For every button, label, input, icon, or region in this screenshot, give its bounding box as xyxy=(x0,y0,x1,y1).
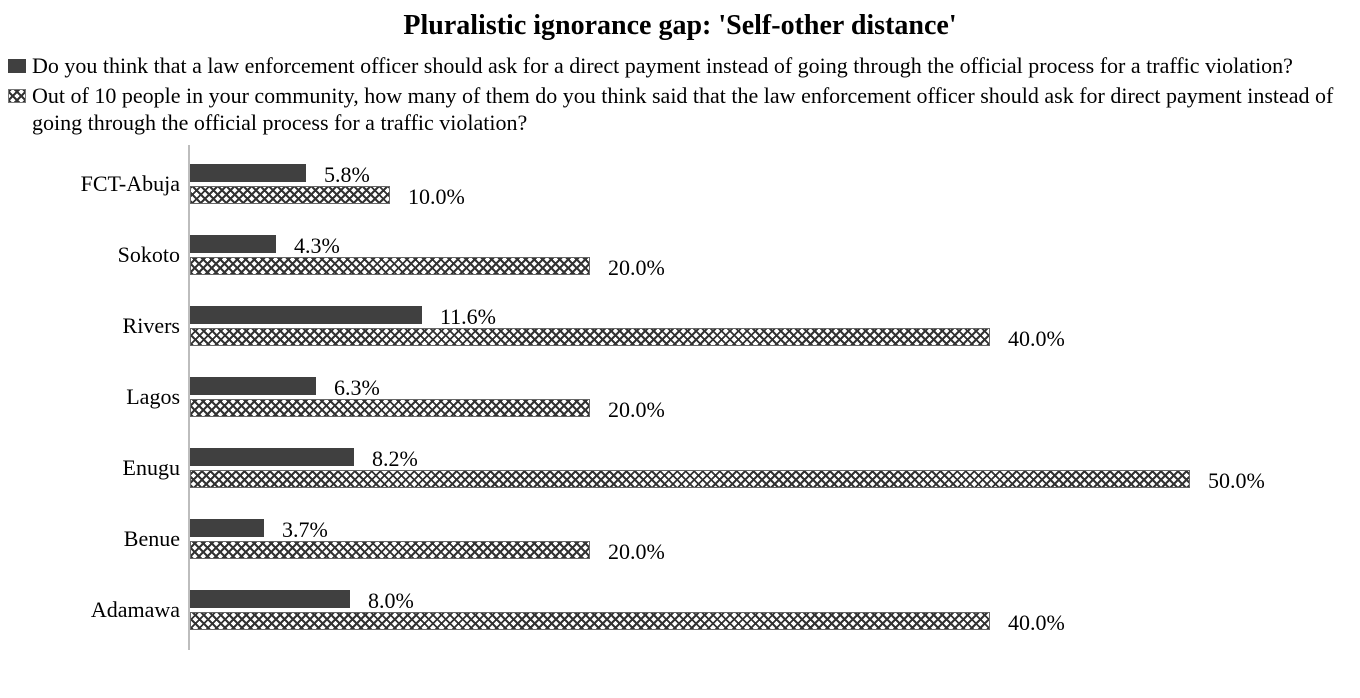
category-label: Rivers xyxy=(123,313,180,339)
value-label-self: 8.0% xyxy=(368,588,414,614)
bar-other xyxy=(190,612,990,630)
legend-swatch-other-icon xyxy=(8,89,26,103)
bar-other xyxy=(190,470,1190,488)
bar-other xyxy=(190,399,590,417)
legend-swatch-self-icon xyxy=(8,59,26,73)
value-label-other: 20.0% xyxy=(608,255,665,281)
legend: Do you think that a law enforcement offi… xyxy=(8,52,1352,137)
bar-self xyxy=(190,519,264,537)
value-label-self: 11.6% xyxy=(440,304,496,330)
bar-self xyxy=(190,590,350,608)
value-label-self: 6.3% xyxy=(334,375,380,401)
legend-label-self: Do you think that a law enforcement offi… xyxy=(32,52,1352,80)
bar-self xyxy=(190,448,354,466)
category-label: Sokoto xyxy=(118,242,180,268)
value-label-other: 10.0% xyxy=(408,184,465,210)
bar-self xyxy=(190,306,422,324)
bar-other xyxy=(190,257,590,275)
value-label-other: 40.0% xyxy=(1008,610,1065,636)
value-label-self: 3.7% xyxy=(282,517,328,543)
value-label-self: 8.2% xyxy=(372,446,418,472)
legend-item-self: Do you think that a law enforcement offi… xyxy=(8,52,1352,80)
bar-self xyxy=(190,235,276,253)
category-label: FCT-Abuja xyxy=(81,171,180,197)
value-label-self: 4.3% xyxy=(294,233,340,259)
category-label: Adamawa xyxy=(91,597,180,623)
bar-other xyxy=(190,186,390,204)
bar-other xyxy=(190,328,990,346)
legend-label-other: Out of 10 people in your community, how … xyxy=(32,82,1352,137)
value-label-other: 50.0% xyxy=(1208,468,1265,494)
value-label-other: 40.0% xyxy=(1008,326,1065,352)
bar-self xyxy=(190,377,316,395)
bar-other xyxy=(190,541,590,559)
y-axis-labels: FCT-Abuja Sokoto Rivers Lagos Enugu Benue Adam… xyxy=(8,145,188,650)
value-label-other: 20.0% xyxy=(608,397,665,423)
chart-container: Pluralistic ignorance gap: 'Self-other d… xyxy=(0,0,1360,698)
category-label: Lagos xyxy=(126,384,180,410)
value-label-other: 20.0% xyxy=(608,539,665,565)
legend-item-other: Out of 10 people in your community, how … xyxy=(8,82,1352,137)
chart-plot-area: FCT-Abuja Sokoto Rivers Lagos Enugu Benue Adam… xyxy=(8,145,1352,650)
chart-title: Pluralistic ignorance gap: 'Self-other d… xyxy=(8,10,1352,42)
bar-self xyxy=(190,164,306,182)
plot-region: 5.8% 10.0% 4.3% 20.0% 11.6% 40.0% 6.3% 20.0% 8.2… xyxy=(188,145,1352,650)
category-label: Benue xyxy=(124,526,180,552)
value-label-self: 5.8% xyxy=(324,162,370,188)
category-label: Enugu xyxy=(123,455,180,481)
